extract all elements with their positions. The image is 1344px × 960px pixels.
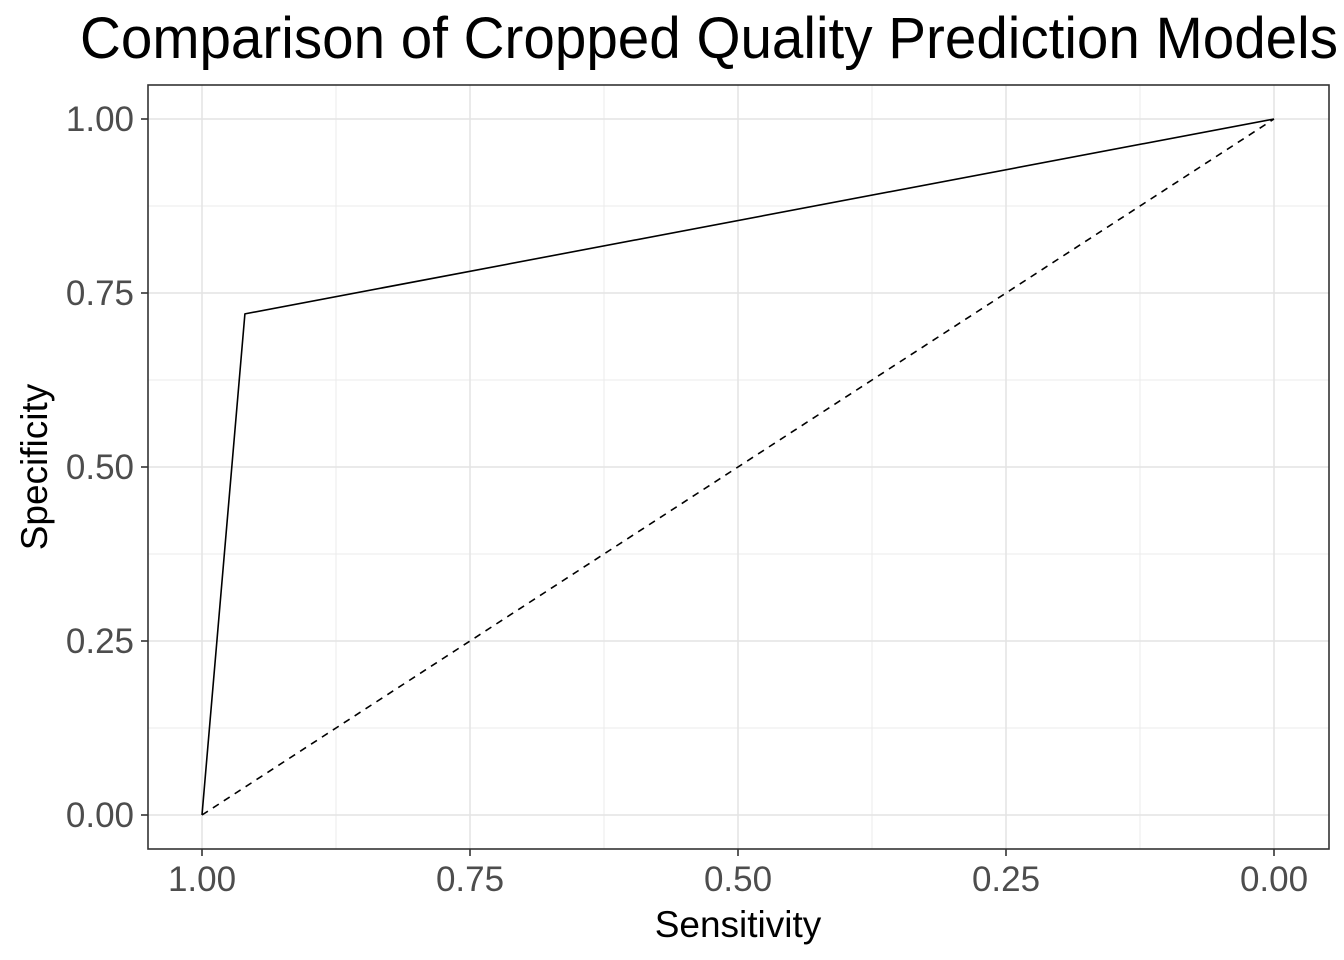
x-tick-label-1: 0.75	[436, 860, 504, 899]
x-tick-label-0: 1.00	[168, 860, 236, 899]
chart-title: Comparison of Cropped Quality Prediction…	[80, 6, 1338, 71]
y-tick-label-3: 0.75	[66, 274, 134, 313]
y-tick-label-0: 0.00	[66, 796, 134, 835]
x-tick-label-4: 0.00	[1240, 860, 1308, 899]
y-axis-title: Specificity	[14, 383, 55, 550]
y-tick-label-4: 1.00	[66, 100, 134, 139]
x-axis-title: Sensitivity	[655, 904, 822, 945]
series-layer	[201, 118, 1275, 816]
y-axis-ticks: 0.00 0.25 0.50 0.75 1.00	[66, 100, 148, 835]
x-tick-label-2: 0.50	[704, 860, 772, 899]
x-axis-ticks: 1.00 0.75 0.50 0.25 0.00	[168, 849, 1308, 899]
roc-curve-line	[201, 118, 1275, 816]
reference-diagonal-line	[201, 118, 1275, 816]
x-tick-label-3: 0.25	[972, 860, 1040, 899]
y-tick-label-2: 0.50	[66, 448, 134, 487]
y-tick-label-1: 0.25	[66, 622, 134, 661]
